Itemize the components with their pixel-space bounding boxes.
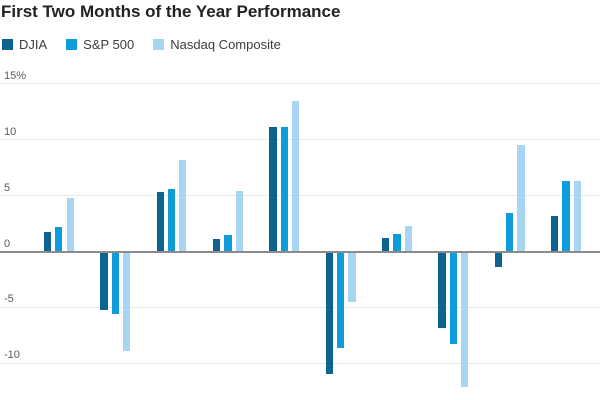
y-tick-label-15: 15% xyxy=(4,69,27,82)
bar-djia-group2 xyxy=(100,251,108,310)
bar-s-p-500-group2 xyxy=(111,251,119,315)
legend-label: Nasdaq Composite xyxy=(170,37,281,52)
bar-s-p-500-group7 xyxy=(393,233,401,252)
bar-s-p-500-group5 xyxy=(280,127,288,252)
bar-djia-group7 xyxy=(382,238,390,252)
legend-swatch-icon xyxy=(66,39,78,50)
bar-nasdaq-composite-group2 xyxy=(122,251,131,351)
bar-s-p-500-group6 xyxy=(337,251,345,348)
legend-item-s-p-500: S&P 500 xyxy=(66,37,134,52)
zero-axis-line xyxy=(0,250,600,253)
legend-item-djia: DJIA xyxy=(2,37,47,52)
y-tick-label-5: 5 xyxy=(4,181,11,194)
bar-nasdaq-composite-group9 xyxy=(517,145,525,252)
legend-label: S&P 500 xyxy=(83,37,135,52)
bar-s-p-500-group8 xyxy=(449,251,457,345)
bar-djia-group6 xyxy=(325,251,333,375)
bar-djia-group10 xyxy=(551,215,559,252)
bar-nasdaq-composite-group3 xyxy=(179,159,187,252)
bar-djia-group8 xyxy=(438,251,446,328)
bar-s-p-500-group9 xyxy=(506,213,514,252)
bar-s-p-500-group10 xyxy=(562,181,570,252)
bar-djia-group4 xyxy=(213,239,221,252)
y-tick-label-0: 0 xyxy=(4,237,11,250)
bar-s-p-500-group3 xyxy=(168,188,176,252)
bar-nasdaq-composite-group7 xyxy=(404,225,412,252)
bar-s-p-500-group1 xyxy=(55,226,63,252)
bar-djia-group9 xyxy=(494,251,502,268)
y-tick-label--10: -10 xyxy=(4,349,20,362)
gridline-10 xyxy=(0,139,600,141)
gridline-15 xyxy=(0,83,600,85)
gridline--10 xyxy=(0,362,600,364)
legend-swatch-icon xyxy=(2,39,13,50)
bar-djia-group1 xyxy=(44,232,52,252)
legend: DJIA S&P 500 Nasdaq Composite xyxy=(2,37,281,52)
bar-nasdaq-composite-group4 xyxy=(235,191,243,252)
bar-djia-group3 xyxy=(156,192,164,252)
gridline--5 xyxy=(0,306,600,308)
bar-nasdaq-composite-group1 xyxy=(66,197,74,252)
y-tick-label--5: -5 xyxy=(4,293,14,306)
y-tick-label-10: 10 xyxy=(4,125,17,138)
bar-s-p-500-group4 xyxy=(224,234,232,252)
bar-nasdaq-composite-group6 xyxy=(348,251,356,302)
legend-label: DJIA xyxy=(19,37,48,52)
bar-djia-group5 xyxy=(269,127,277,252)
legend-item-nasdaq-composite: Nasdaq Composite xyxy=(153,37,281,52)
chart-title: First Two Months of the Year Performance xyxy=(1,2,341,21)
bar-nasdaq-composite-group8 xyxy=(461,251,469,387)
legend-swatch-icon xyxy=(153,39,165,50)
bar-nasdaq-composite-group10 xyxy=(573,181,581,252)
bar-nasdaq-composite-group5 xyxy=(292,100,300,252)
gridline-5 xyxy=(0,195,600,197)
